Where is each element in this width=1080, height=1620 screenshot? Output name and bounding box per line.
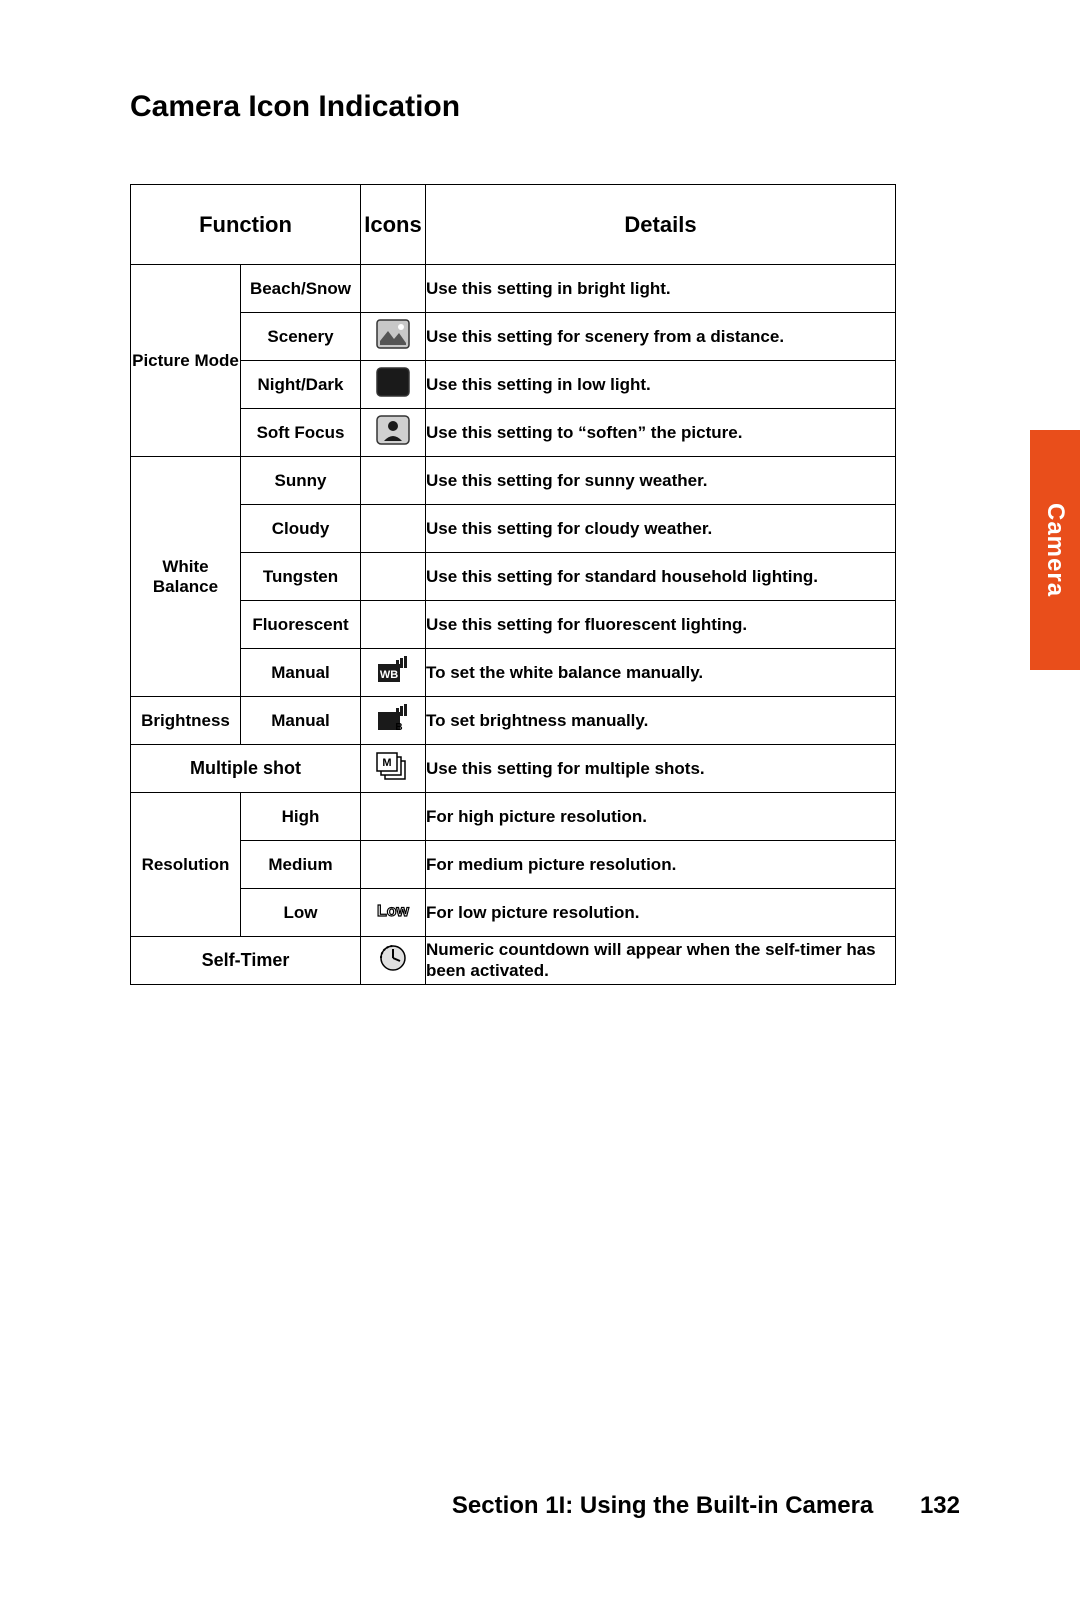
detail-res-med: For medium picture resolution. [426, 841, 896, 889]
icon-cell [361, 601, 426, 649]
sub-night-dark: Night/Dark [241, 361, 361, 409]
detail-self-timer: Numeric countdown will appear when the s… [426, 937, 896, 985]
detail-multiple-shot: Use this setting for multiple shots. [426, 745, 896, 793]
sub-scenery: Scenery [241, 313, 361, 361]
icon-cell [361, 841, 426, 889]
side-tab-label: Camera [1041, 503, 1069, 597]
footer-section: Section 1I: Using the Built-in Camera [452, 1492, 873, 1519]
svg-text:Low: Low [377, 903, 410, 920]
icon-cell [361, 313, 426, 361]
icon-cell [361, 505, 426, 553]
header-details: Details [426, 185, 896, 265]
sub-tungsten: Tungsten [241, 553, 361, 601]
side-tab: Camera [1030, 430, 1080, 670]
sub-br-manual: Manual [241, 697, 361, 745]
detail-res-low: For low picture resolution. [426, 889, 896, 937]
detail-night-dark: Use this setting in low light. [426, 361, 896, 409]
sub-cloudy: Cloudy [241, 505, 361, 553]
detail-wb-manual: To set the white balance manually. [426, 649, 896, 697]
detail-sunny: Use this setting for sunny weather. [426, 457, 896, 505]
wb-manual-icon: WB [376, 656, 410, 689]
icon-cell [361, 409, 426, 457]
icon-cell: Low [361, 889, 426, 937]
soft-focus-icon [376, 415, 410, 450]
page-title: Camera Icon Indication [130, 90, 980, 124]
brightness-manual-icon: B [376, 704, 410, 737]
group-resolution: Resolution [131, 793, 241, 937]
sub-soft-focus: Soft Focus [241, 409, 361, 457]
icon-cell [361, 553, 426, 601]
self-timer-icon [378, 943, 408, 978]
group-picture-mode: Picture Mode [131, 265, 241, 457]
table-row: Picture Mode Beach/Snow Use this setting… [131, 265, 896, 313]
table-row: Self-Timer Numeric countdown will appear… [131, 937, 896, 985]
table-row: Brightness Manual B To set brightness ma… [131, 697, 896, 745]
detail-cloudy: Use this setting for cloudy weather. [426, 505, 896, 553]
group-brightness: Brightness [131, 697, 241, 745]
table-row: Resolution High For high picture resolut… [131, 793, 896, 841]
svg-text:M: M [382, 757, 391, 769]
group-white-balance: White Balance [131, 457, 241, 697]
svg-text:WB: WB [380, 669, 398, 681]
table-row: Medium For medium picture resolution. [131, 841, 896, 889]
sub-res-high: High [241, 793, 361, 841]
low-res-icon: Low [368, 899, 418, 926]
table-header-row: Function Icons Details [131, 185, 896, 265]
night-icon [376, 367, 410, 402]
scenery-icon [376, 319, 410, 354]
icon-cell: M [361, 745, 426, 793]
table-row: Fluorescent Use this setting for fluores… [131, 601, 896, 649]
table-row: Tungsten Use this setting for standard h… [131, 553, 896, 601]
icon-cell [361, 457, 426, 505]
table-row: White Balance Sunny Use this setting for… [131, 457, 896, 505]
header-function: Function [131, 185, 361, 265]
icon-cell [361, 937, 426, 985]
icon-cell [361, 793, 426, 841]
table-row: Manual WB To set the white balance manua… [131, 649, 896, 697]
table-row: Night/Dark Use this setting in low light… [131, 361, 896, 409]
table-row: Low Low For low picture resolution. [131, 889, 896, 937]
icon-cell [361, 265, 426, 313]
detail-res-high: For high picture resolution. [426, 793, 896, 841]
sub-beach-snow: Beach/Snow [241, 265, 361, 313]
table-row: Cloudy Use this setting for cloudy weath… [131, 505, 896, 553]
multiple-shot-icon: M [375, 751, 411, 786]
sub-sunny: Sunny [241, 457, 361, 505]
table-row: Scenery Use this setting for scenery fro… [131, 313, 896, 361]
detail-soft-focus: Use this setting to “soften” the picture… [426, 409, 896, 457]
detail-tungsten: Use this setting for standard household … [426, 553, 896, 601]
sub-res-med: Medium [241, 841, 361, 889]
header-icons: Icons [361, 185, 426, 265]
page-footer: Section 1I: Using the Built-in Camera 13… [452, 1492, 960, 1520]
group-self-timer: Self-Timer [131, 937, 361, 985]
detail-scenery: Use this setting for scenery from a dist… [426, 313, 896, 361]
table-row: Soft Focus Use this setting to “soften” … [131, 409, 896, 457]
group-multiple-shot: Multiple shot [131, 745, 361, 793]
detail-br-manual: To set brightness manually. [426, 697, 896, 745]
icon-cell [361, 361, 426, 409]
sub-fluorescent: Fluorescent [241, 601, 361, 649]
svg-text:B: B [395, 722, 402, 732]
footer-page-number: 132 [920, 1492, 960, 1519]
icon-cell: WB [361, 649, 426, 697]
sub-res-low: Low [241, 889, 361, 937]
detail-fluorescent: Use this setting for fluorescent lightin… [426, 601, 896, 649]
camera-icon-table: Function Icons Details Picture Mode Beac… [130, 184, 896, 985]
icon-cell: B [361, 697, 426, 745]
detail-beach-snow: Use this setting in bright light. [426, 265, 896, 313]
table-row: Multiple shot M Use this setting for mul… [131, 745, 896, 793]
sub-wb-manual: Manual [241, 649, 361, 697]
